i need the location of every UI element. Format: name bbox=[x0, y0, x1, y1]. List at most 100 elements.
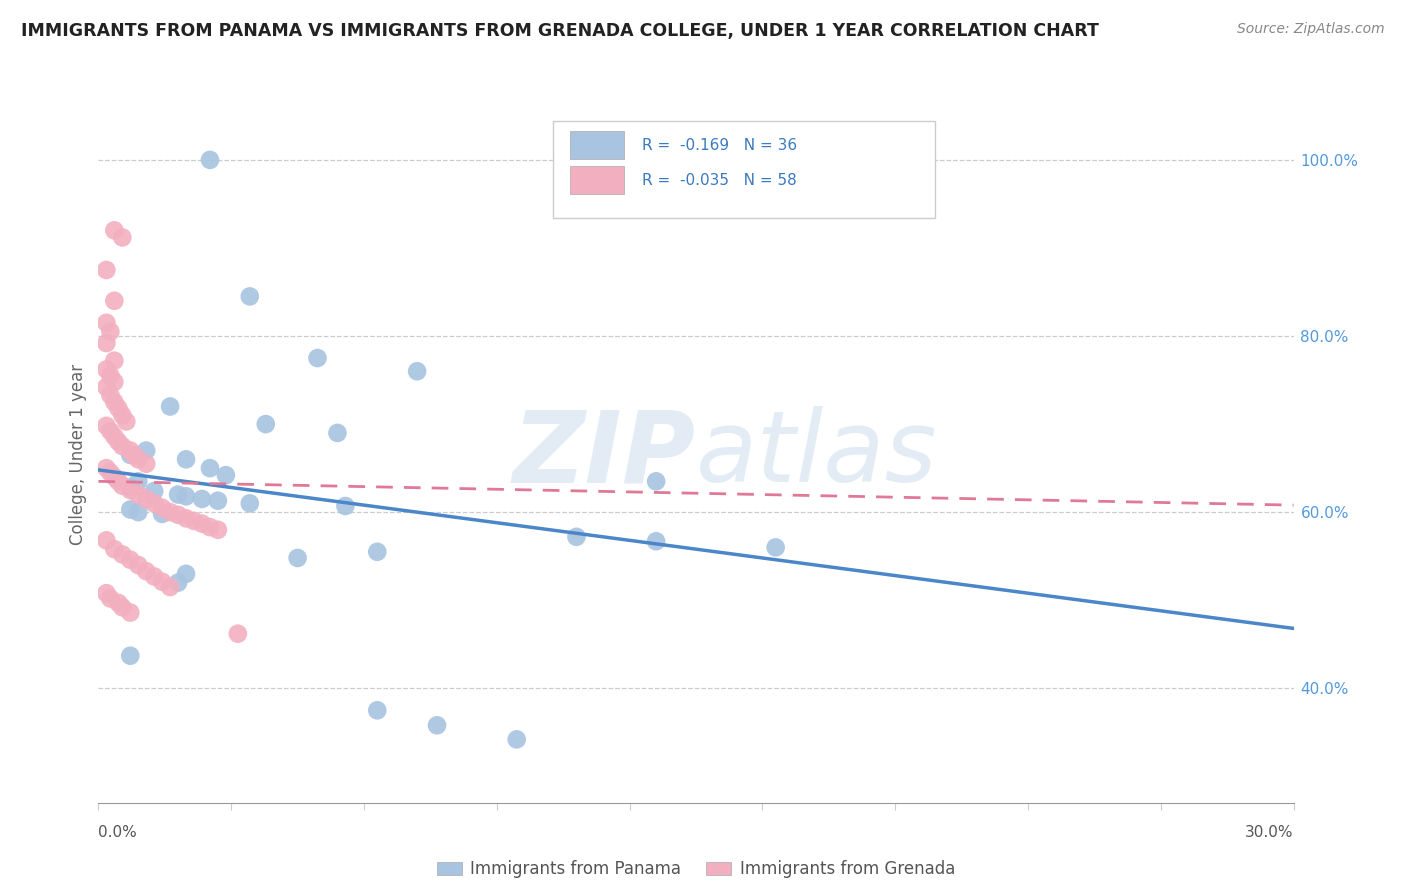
Point bbox=[107, 596, 129, 610]
Point bbox=[103, 223, 125, 237]
Point bbox=[226, 626, 249, 640]
Point bbox=[150, 507, 173, 521]
Point bbox=[159, 505, 181, 519]
Bar bbox=[571, 166, 624, 194]
Point bbox=[120, 481, 142, 495]
Point bbox=[100, 591, 122, 606]
Text: R =  -0.035   N = 58: R = -0.035 N = 58 bbox=[643, 172, 797, 187]
Point bbox=[174, 566, 197, 581]
Point bbox=[127, 452, 149, 467]
Point bbox=[198, 153, 221, 167]
Point bbox=[426, 718, 449, 732]
Text: IMMIGRANTS FROM PANAMA VS IMMIGRANTS FROM GRENADA COLLEGE, UNDER 1 YEAR CORRELAT: IMMIGRANTS FROM PANAMA VS IMMIGRANTS FRO… bbox=[21, 22, 1099, 40]
Point bbox=[191, 491, 214, 506]
Point bbox=[207, 493, 229, 508]
Point bbox=[103, 470, 125, 484]
Point bbox=[103, 293, 125, 308]
Point bbox=[96, 263, 118, 277]
Point bbox=[96, 533, 118, 548]
Point bbox=[207, 523, 229, 537]
Point bbox=[254, 417, 277, 431]
FancyBboxPatch shape bbox=[553, 121, 935, 219]
Point bbox=[307, 351, 329, 365]
Point bbox=[565, 530, 588, 544]
Point bbox=[96, 586, 118, 600]
Point bbox=[100, 388, 122, 402]
Point bbox=[183, 514, 205, 528]
Point bbox=[127, 487, 149, 501]
Point bbox=[120, 648, 142, 663]
Point bbox=[100, 368, 122, 383]
Point bbox=[167, 487, 190, 501]
Y-axis label: College, Under 1 year: College, Under 1 year bbox=[69, 364, 87, 546]
Point bbox=[107, 434, 129, 449]
Point bbox=[120, 502, 142, 516]
Point bbox=[103, 429, 125, 443]
Point bbox=[115, 414, 138, 428]
Point bbox=[103, 353, 125, 368]
Point bbox=[96, 362, 118, 376]
Point bbox=[406, 364, 429, 378]
Point bbox=[127, 505, 149, 519]
Point bbox=[174, 489, 197, 503]
Point bbox=[111, 439, 134, 453]
Point bbox=[135, 564, 157, 578]
Point bbox=[335, 499, 357, 513]
Point bbox=[111, 600, 134, 615]
Point bbox=[174, 452, 197, 467]
Point bbox=[239, 289, 262, 303]
Point bbox=[287, 551, 309, 566]
Text: 0.0%: 0.0% bbox=[98, 825, 138, 840]
Point bbox=[198, 461, 221, 475]
Legend: Immigrants from Panama, Immigrants from Grenada: Immigrants from Panama, Immigrants from … bbox=[430, 854, 962, 885]
Point bbox=[127, 558, 149, 572]
Point bbox=[645, 534, 668, 549]
Text: atlas: atlas bbox=[696, 407, 938, 503]
Point bbox=[198, 520, 221, 534]
Text: 30.0%: 30.0% bbox=[1246, 825, 1294, 840]
Point bbox=[215, 468, 238, 483]
Point bbox=[124, 448, 146, 462]
Point bbox=[143, 483, 166, 498]
Point bbox=[120, 483, 142, 497]
Text: ZIP: ZIP bbox=[513, 407, 696, 503]
Point bbox=[100, 466, 122, 480]
Point bbox=[120, 443, 142, 458]
Point bbox=[107, 475, 129, 489]
Point bbox=[167, 508, 190, 522]
Point bbox=[107, 401, 129, 416]
Point bbox=[103, 395, 125, 409]
Point bbox=[111, 479, 134, 493]
Point bbox=[135, 491, 157, 506]
Text: Source: ZipAtlas.com: Source: ZipAtlas.com bbox=[1237, 22, 1385, 37]
Point bbox=[100, 424, 122, 438]
Point bbox=[143, 496, 166, 510]
Point bbox=[135, 443, 157, 458]
Point bbox=[100, 325, 122, 339]
Point bbox=[167, 575, 190, 590]
Point bbox=[135, 457, 157, 471]
Point bbox=[96, 418, 118, 433]
Point bbox=[239, 496, 262, 510]
Point bbox=[120, 552, 142, 566]
Point bbox=[120, 448, 142, 462]
Point bbox=[765, 541, 787, 555]
Point bbox=[111, 230, 134, 244]
Point bbox=[150, 574, 173, 589]
Point bbox=[174, 511, 197, 525]
Point bbox=[159, 580, 181, 594]
Point bbox=[506, 732, 529, 747]
Point bbox=[366, 703, 388, 717]
Point bbox=[103, 542, 125, 557]
Point bbox=[366, 545, 388, 559]
Bar bbox=[571, 131, 624, 159]
Point bbox=[191, 516, 214, 531]
Point bbox=[96, 336, 118, 351]
Point bbox=[111, 548, 134, 562]
Point bbox=[645, 475, 668, 489]
Point bbox=[96, 461, 118, 475]
Point bbox=[150, 500, 173, 515]
Text: R =  -0.169   N = 36: R = -0.169 N = 36 bbox=[643, 137, 797, 153]
Point bbox=[96, 380, 118, 394]
Point bbox=[143, 569, 166, 583]
